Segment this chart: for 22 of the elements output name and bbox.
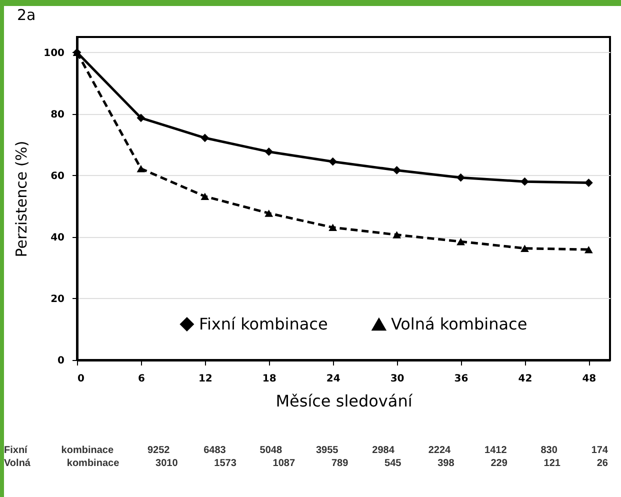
x-tick-label: 48 — [582, 374, 596, 384]
text: Volná kombinace 3010 1573 1087 789 545 398 229 121 26 — [4, 457, 608, 470]
x-axis-title: Měsíce sledování — [276, 392, 413, 410]
x-tick-label: 12 — [198, 374, 212, 384]
y-tick-label: 20 — [50, 294, 65, 305]
x-tick-label: 0 — [78, 374, 84, 384]
chart-title: 2a — [17, 6, 36, 24]
x-tick-label: 30 — [390, 374, 404, 384]
x-tick-label: 24 — [326, 374, 340, 384]
y-axis-title: Perzistence (%) — [12, 140, 31, 258]
x-tick-label: 36 — [454, 374, 468, 384]
x-tick-label: 18 — [262, 374, 276, 384]
y-tick-label: 60 — [50, 170, 65, 182]
y-tick-label: 80 — [50, 109, 65, 120]
y-tick-label: 40 — [50, 232, 65, 244]
y-tick-label: 0 — [58, 356, 65, 366]
legend-label: Fixní kombinace — [198, 314, 328, 334]
x-tick-label: 6 — [138, 374, 145, 384]
legend-label: Volná kombinace — [390, 314, 528, 334]
text: Fixní kombinace 9252 6483 5048 3955 2984 2224 1412 830 174 — [4, 444, 608, 457]
y-tick-label: 100 — [44, 48, 65, 59]
x-tick-label: 42 — [518, 374, 532, 384]
